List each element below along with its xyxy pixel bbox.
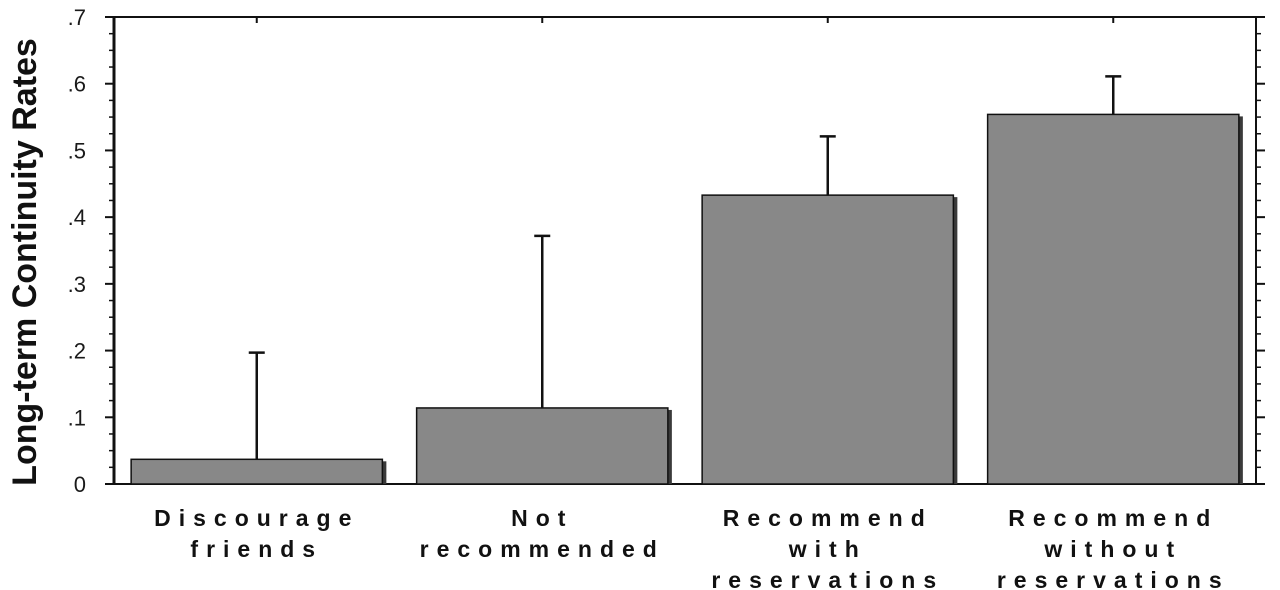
bar	[130, 458, 384, 485]
error-bars	[248, 75, 1122, 460]
x-tick-label: with	[788, 536, 867, 562]
y-tick-label: .3	[68, 272, 86, 297]
y-tick-label: .6	[68, 72, 86, 97]
x-tick-label: Recommend	[1008, 505, 1218, 531]
bar	[415, 407, 669, 485]
y-tick-label: .1	[68, 405, 86, 430]
bars	[130, 113, 1243, 485]
y-tick-label: .5	[68, 138, 86, 163]
x-tick-label: friends	[190, 536, 323, 562]
y-axis-ticks: 0 .1 .2 .3 .4 .5 .6 .7	[68, 5, 1265, 497]
y-axis-title: Long-term Continuity Rates	[6, 38, 44, 486]
y-tick-label: 0	[74, 472, 86, 497]
x-tick-label: reservations	[997, 567, 1230, 590]
bar	[701, 194, 955, 485]
x-tick-label: recommended	[420, 536, 665, 562]
y-tick-label: .4	[68, 205, 86, 230]
x-tick-label: Not	[511, 505, 573, 531]
x-tick-label: Discourage	[154, 505, 359, 531]
x-axis-labels: Discourage friends Not recommended Recommend…	[154, 505, 1230, 590]
y-tick-label: .2	[68, 339, 86, 364]
bar	[986, 113, 1240, 485]
x-tick-label: without	[1043, 536, 1182, 562]
x-tick-label: reservations	[711, 567, 944, 590]
x-tick-label: Recommend	[723, 505, 933, 531]
y-tick-label: .7	[68, 5, 86, 30]
